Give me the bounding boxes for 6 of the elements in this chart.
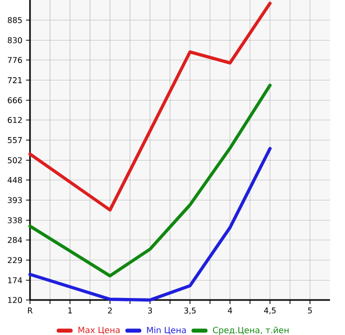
legend-label: Сред.Цена, т.йен bbox=[212, 326, 289, 335]
line-series bbox=[28, 84, 272, 278]
line-series bbox=[28, 146, 272, 302]
legend-label: Min Цена bbox=[147, 326, 186, 334]
line-series bbox=[28, 2, 272, 212]
legend-label: Max Цена bbox=[78, 326, 120, 334]
